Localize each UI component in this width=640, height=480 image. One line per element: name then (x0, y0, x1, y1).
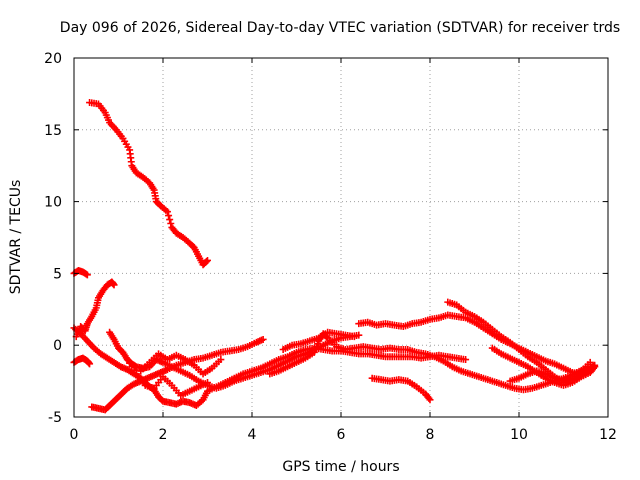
y-tick-label: -5 (48, 410, 62, 426)
data-point (126, 359, 134, 367)
y-tick-label: 0 (53, 338, 62, 354)
x-tick-label: 4 (248, 427, 257, 443)
y-tick-label: 15 (44, 123, 62, 139)
x-tick-label: 0 (70, 427, 79, 443)
data-point (130, 366, 138, 374)
data-point (166, 216, 174, 224)
data-point (204, 256, 211, 264)
series-arc1 (86, 99, 211, 269)
data-point (204, 379, 211, 387)
x-tick-label: 6 (337, 427, 346, 443)
data-point (259, 335, 267, 343)
data-point (128, 363, 136, 371)
data-point (163, 208, 171, 216)
data-point (590, 364, 598, 372)
series-arc16 (137, 350, 225, 378)
series-arc11 (444, 298, 599, 387)
series-arc12 (368, 374, 434, 404)
data-point (586, 358, 594, 366)
series-arc3 (72, 278, 118, 341)
data-point (86, 360, 94, 368)
series-arc5 (70, 354, 94, 368)
series-arc9 (279, 328, 358, 354)
data-point (350, 333, 358, 341)
data-points (70, 99, 599, 414)
series-arc10 (355, 311, 594, 378)
data-point (123, 356, 131, 364)
axis-ticks: 0 2 4 6 8 10 12 -5 0 5 10 15 20 (44, 51, 617, 443)
data-point (591, 363, 599, 371)
y-tick-label: 5 (53, 266, 62, 282)
x-tick-label: 10 (510, 427, 528, 443)
y-tick-label: 10 (44, 195, 62, 211)
data-point (462, 356, 470, 364)
data-point (426, 396, 434, 404)
x-tick-label: 2 (159, 427, 168, 443)
y-tick-label: 20 (44, 51, 62, 67)
chart-title: Day 096 of 2026, Sidereal Day-to-day VTE… (60, 20, 620, 36)
data-point (167, 219, 175, 227)
x-axis-label: GPS time / hours (282, 459, 399, 475)
data-point (202, 258, 210, 266)
data-point (355, 331, 363, 339)
data-point (217, 356, 225, 364)
x-tick-label: 12 (599, 427, 617, 443)
data-point (425, 394, 433, 402)
data-point (83, 271, 91, 279)
x-tick-label: 8 (426, 427, 435, 443)
series-arc14 (506, 358, 594, 385)
y-axis-label: SDTVAR / TECUs (8, 180, 24, 295)
data-point (110, 281, 118, 289)
data-point (165, 212, 173, 220)
series-arc15 (123, 356, 211, 399)
